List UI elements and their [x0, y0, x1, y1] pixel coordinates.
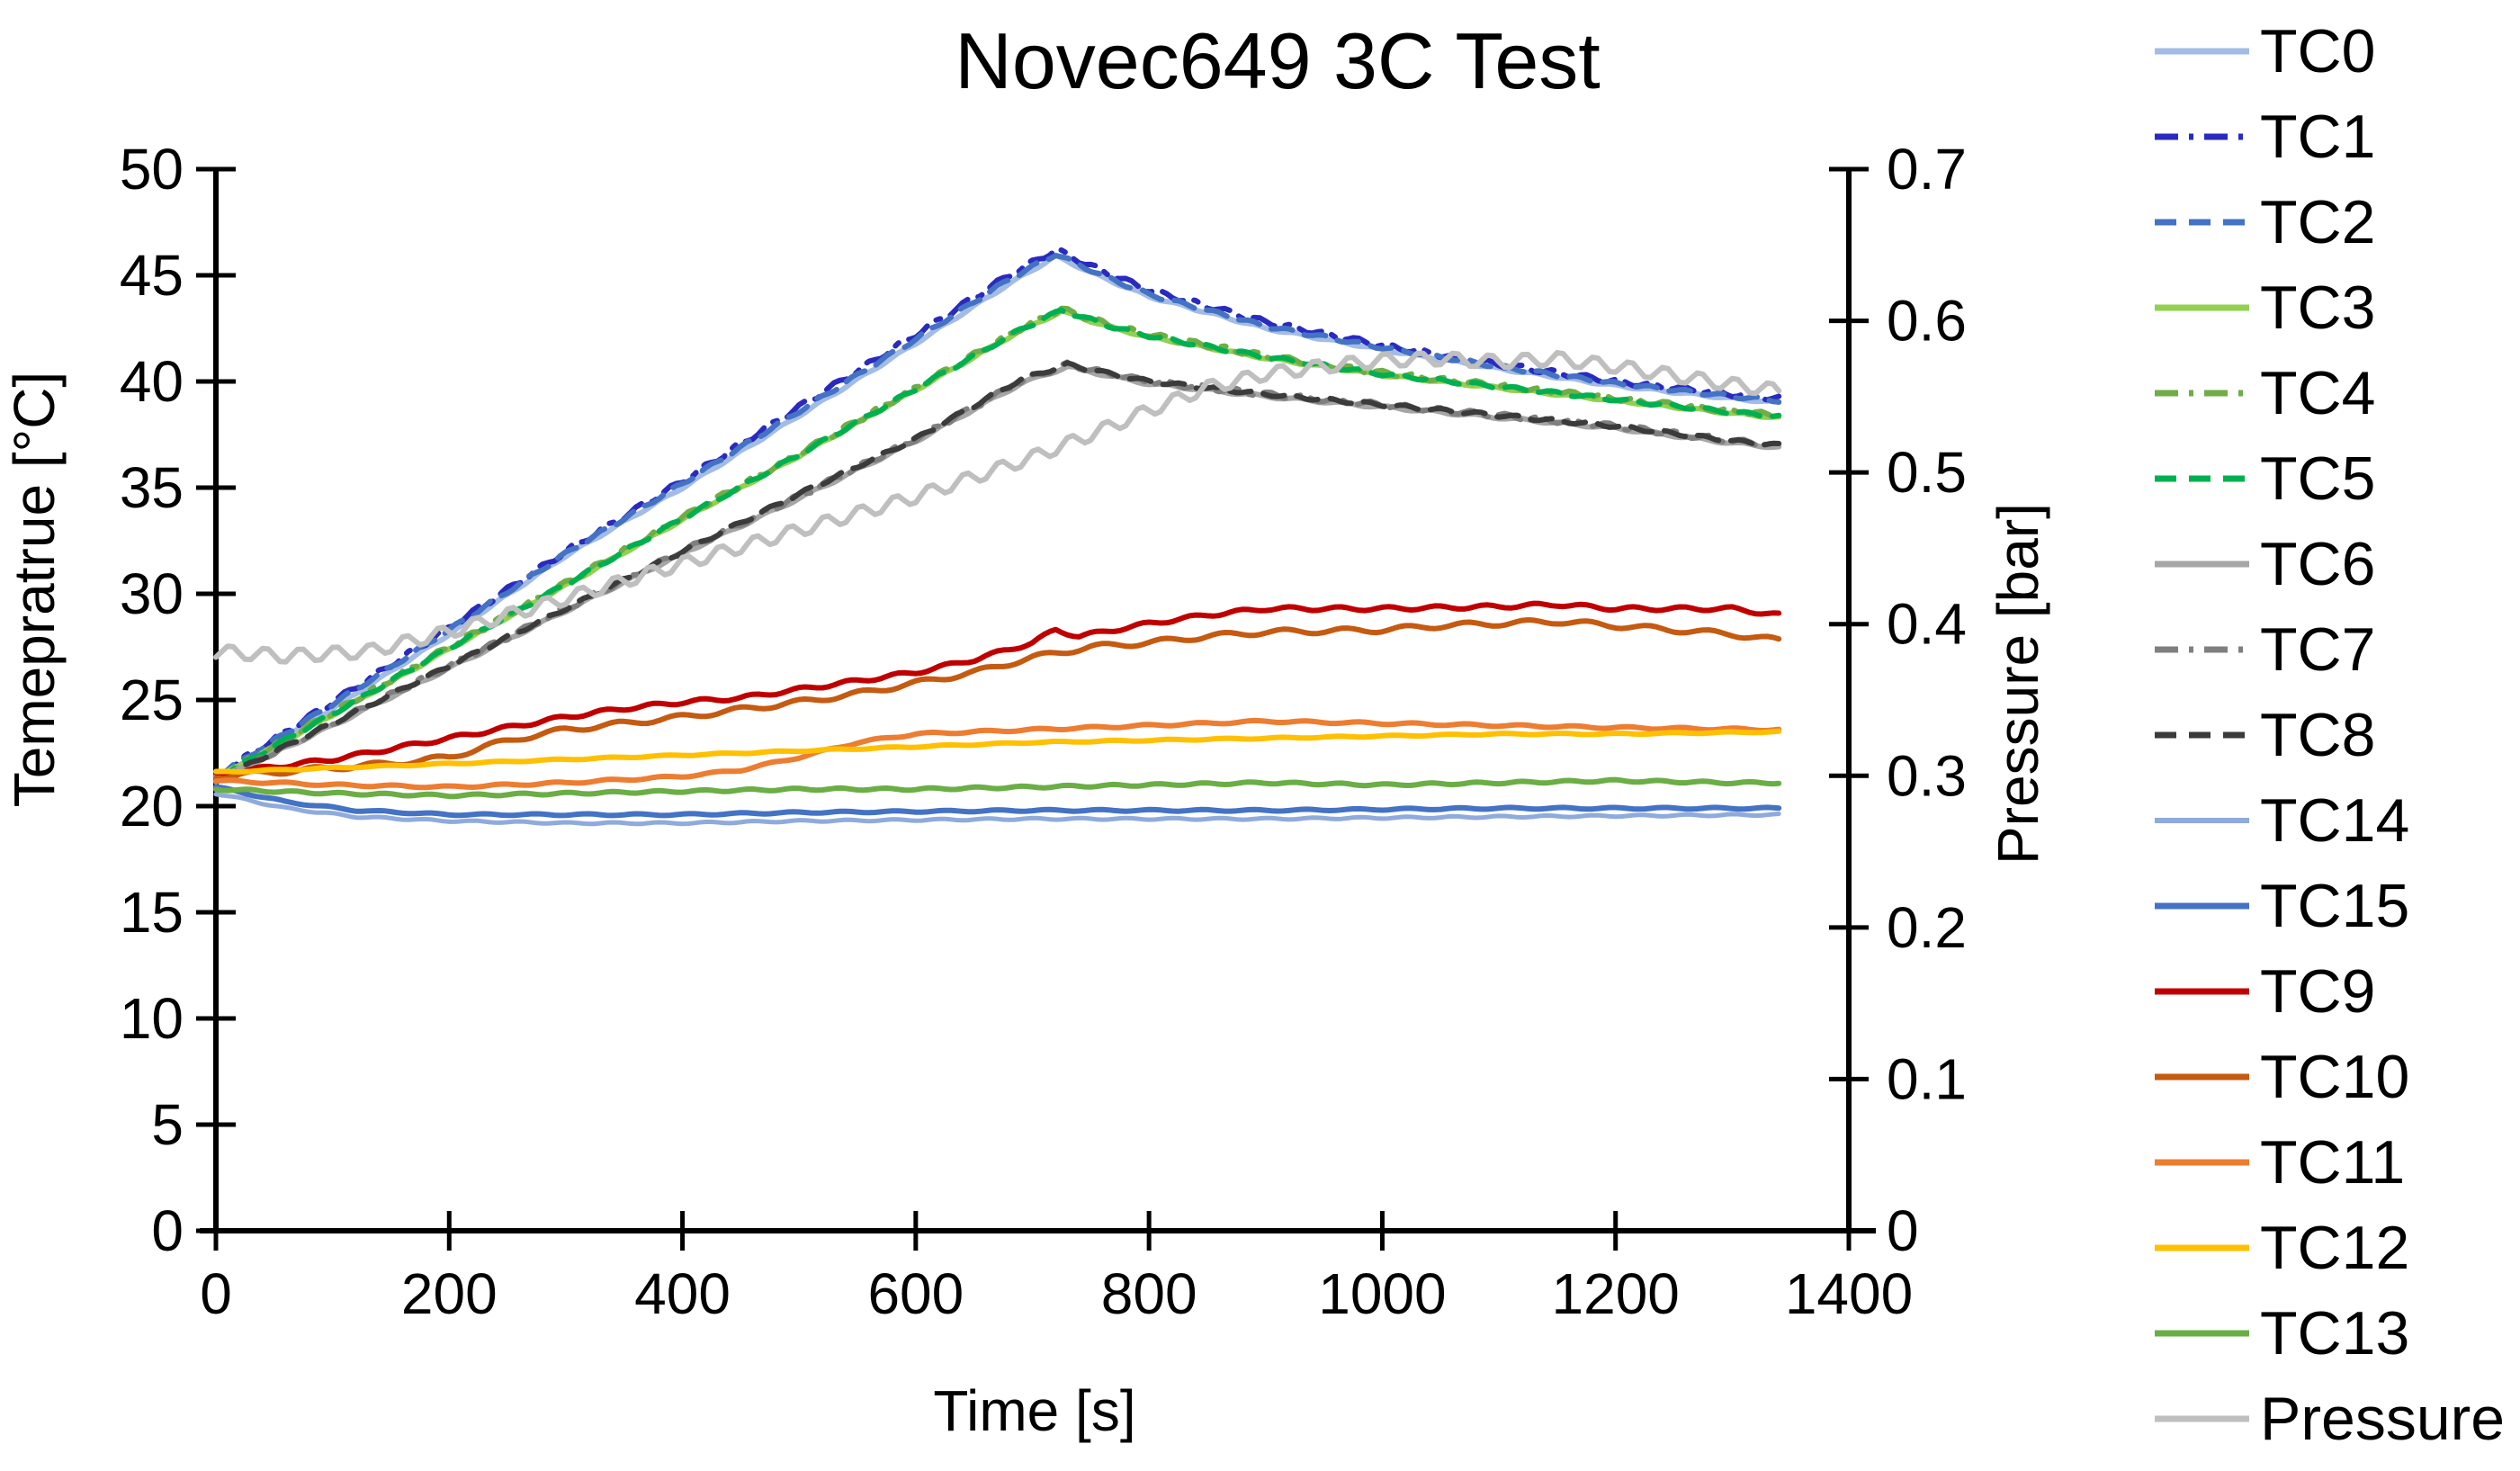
series-TC10 [213, 617, 1782, 782]
series-TC5 [213, 307, 1782, 782]
x-tick-label: 1000 [1318, 1261, 1446, 1326]
series-TC0 [213, 252, 1782, 782]
legend-item-TC5: TC5 [2155, 444, 2375, 513]
legend-item-TC10: TC10 [2155, 1043, 2409, 1111]
legend-item-TC6: TC6 [2155, 530, 2375, 598]
y-left-tick-label: 35 [120, 455, 184, 520]
legend-label: TC13 [2260, 1299, 2409, 1368]
x-axis-label: Time [s] [933, 1378, 1135, 1443]
y-right-tick-label: 0.4 [1887, 592, 1967, 657]
series-TC13 [213, 776, 1782, 800]
series-TC11 [213, 717, 1782, 791]
plot-series [213, 247, 1782, 827]
x-tick-label: 800 [1101, 1261, 1197, 1326]
y-left-tick-label: 30 [120, 561, 184, 626]
series-TC1 [213, 247, 1782, 777]
series-TC15 [213, 784, 1782, 819]
legend-label: TC11 [2260, 1128, 2405, 1197]
legend-label: TC0 [2260, 17, 2375, 85]
legend-item-TC13: TC13 [2155, 1299, 2409, 1368]
legend-label: TC9 [2260, 957, 2375, 1026]
x-tick-label: 600 [867, 1261, 964, 1326]
legend-label: Pressure [2260, 1385, 2505, 1453]
y-axis-label-right: Pressure [bar] [1986, 503, 2050, 865]
legend-item-TC0: TC0 [2155, 17, 2375, 85]
y-left-tick-label: 10 [120, 986, 184, 1051]
axes [200, 169, 1876, 1233]
legend-item-TC4: TC4 [2155, 359, 2375, 427]
series-TC7 [213, 359, 1782, 782]
x-tick-label: 0 [200, 1261, 232, 1326]
legend-label: TC7 [2260, 615, 2375, 684]
legend-item-TC14: TC14 [2155, 786, 2409, 855]
legend-item-TC9: TC9 [2155, 957, 2375, 1026]
legend-item-TC3: TC3 [2155, 274, 2375, 342]
axis-ticks: 0 5 10 15 20 25 30 35 40 45 50 0 0.1 0.2 0.3 0.4 0.5 0.6 0… [120, 137, 1967, 1326]
y-right-tick-label: 0.7 [1887, 137, 1967, 202]
legend-item-TC1: TC1 [2155, 103, 2375, 171]
x-tick-label: 400 [634, 1261, 731, 1326]
legend-label: TC10 [2260, 1043, 2409, 1111]
legend-item-TC7: TC7 [2155, 615, 2375, 684]
y-left-tick-label: 45 [120, 243, 184, 308]
series-TC12 [213, 728, 1782, 775]
legend-label: TC2 [2260, 188, 2375, 256]
y-left-tick-label: 40 [120, 349, 184, 414]
chart-title: Novec649 3C Test [955, 16, 1600, 105]
y-left-tick-label: 15 [120, 880, 184, 945]
series-TC4 [213, 305, 1782, 779]
series-TC9 [213, 600, 1782, 777]
legend-label: TC3 [2260, 274, 2375, 342]
legend-item-TC12: TC12 [2155, 1214, 2409, 1282]
series-Pressure [213, 350, 1782, 665]
series-TC3 [213, 308, 1782, 782]
legend-item-Pressure: Pressure [2155, 1385, 2505, 1453]
legend-label: TC12 [2260, 1214, 2409, 1282]
y-left-tick-label: 50 [120, 137, 184, 202]
legend-item-TC15: TC15 [2155, 872, 2409, 940]
y-left-tick-label: 20 [120, 774, 184, 839]
y-right-tick-label: 0.6 [1887, 289, 1967, 354]
y-left-tick-label: 25 [120, 668, 184, 732]
y-right-tick-label: 0.1 [1887, 1046, 1967, 1111]
series-TC14 [213, 792, 1781, 827]
legend-label: TC4 [2260, 359, 2375, 427]
legend-label: TC6 [2260, 530, 2375, 598]
series-TC8 [213, 360, 1782, 783]
series-TC2 [213, 253, 1782, 781]
legend-label: TC14 [2260, 786, 2409, 855]
legend-label: TC8 [2260, 701, 2375, 769]
y-right-tick-label: 0.2 [1887, 895, 1967, 960]
x-tick-label: 1400 [1785, 1261, 1913, 1326]
legend-item-TC2: TC2 [2155, 188, 2375, 256]
legend-label: TC15 [2260, 872, 2409, 940]
legend-label: TC5 [2260, 444, 2375, 513]
legend-item-TC11: TC11 [2155, 1128, 2405, 1197]
y-right-tick-label: 0.3 [1887, 743, 1967, 808]
legend-item-TC8: TC8 [2155, 701, 2375, 769]
y-right-tick-label: 0 [1887, 1198, 1919, 1263]
legend-label: TC1 [2260, 103, 2375, 171]
y-right-tick-label: 0.5 [1887, 440, 1967, 505]
y-left-tick-label: 5 [151, 1092, 184, 1157]
series-TC6 [213, 363, 1782, 785]
y-left-tick-label: 0 [151, 1198, 184, 1263]
x-tick-label: 1200 [1552, 1261, 1680, 1326]
legend: TC0 TC1 TC2 TC3 TC4 TC5 TC6 TC7 TC8 TC14 TC15 TC9 TC… [2155, 17, 2505, 1453]
x-tick-label: 200 [401, 1261, 498, 1326]
y-axis-label-left: Temepratrue [°C] [2, 372, 67, 807]
